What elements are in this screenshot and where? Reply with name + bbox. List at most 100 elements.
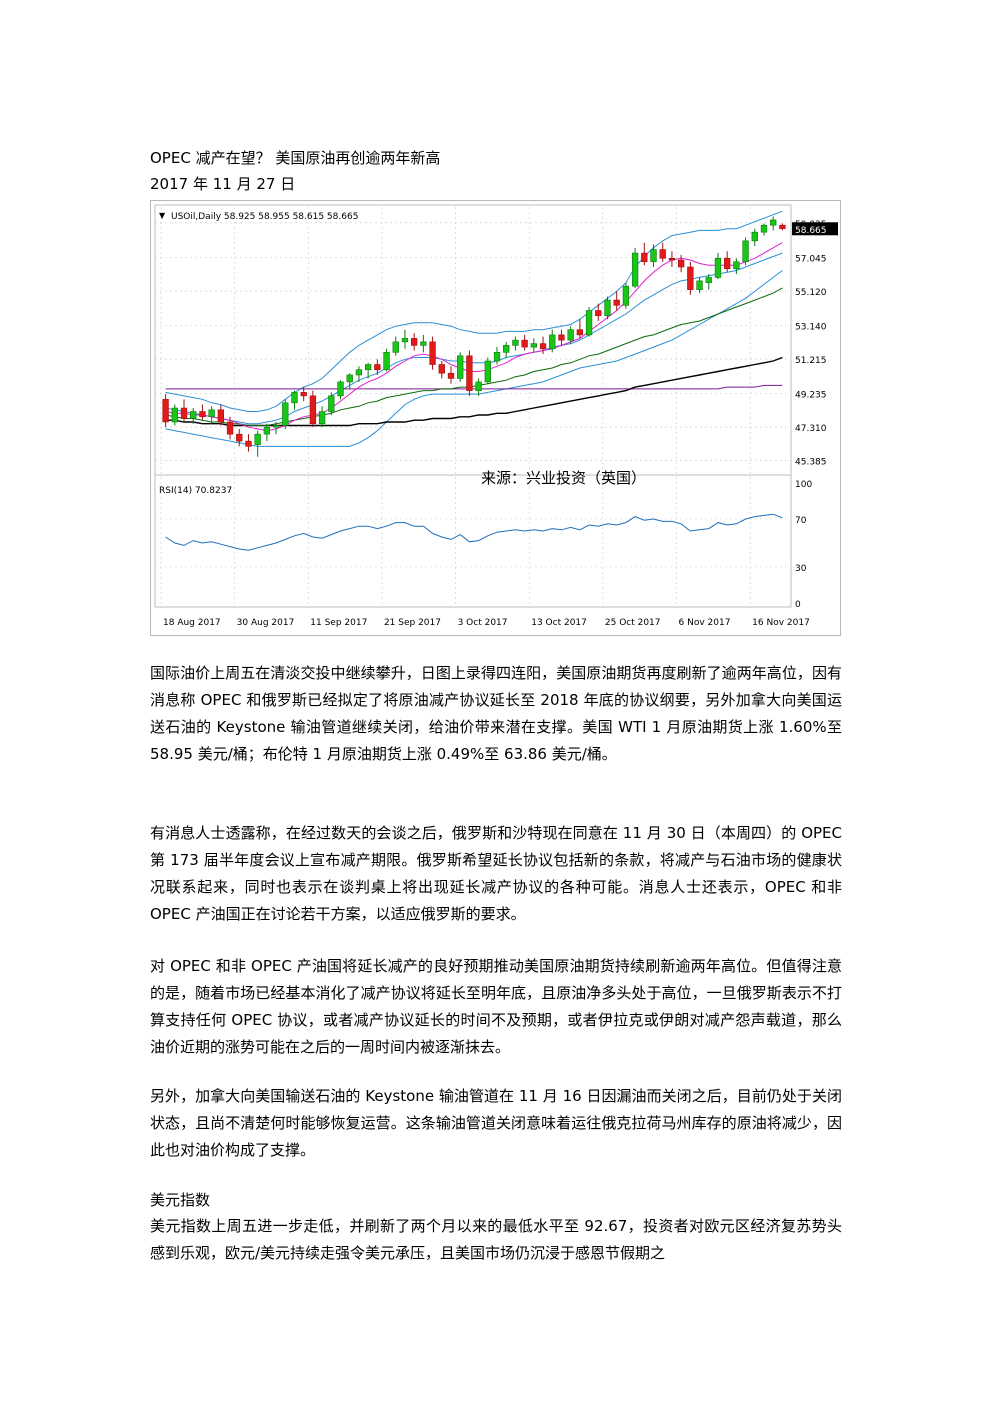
candle-body — [466, 355, 473, 391]
candle-body — [208, 409, 215, 418]
chart-symbol-marker: ▼ — [159, 211, 166, 220]
candle-body — [236, 433, 243, 442]
x-axis-label: 13 Oct 2017 — [531, 618, 587, 628]
x-axis-label: 25 Oct 2017 — [605, 618, 661, 628]
paragraph-usd-index: 美元指数上周五进一步走低，并刷新了两个月以来的最低水平至 92.67，投资者对欧… — [150, 1217, 842, 1262]
x-axis-label: 3 Oct 2017 — [458, 618, 508, 628]
candle-body — [650, 249, 657, 263]
candle-body — [199, 411, 206, 418]
candle-body — [595, 310, 602, 317]
candle-body — [420, 341, 427, 346]
oil-price-chart: 59.03557.04555.12053.14051.21549.23547.3… — [150, 200, 841, 636]
x-axis-label: 16 Nov 2017 — [752, 618, 810, 628]
candle-body — [272, 425, 280, 428]
candle-body — [291, 392, 298, 404]
candle-body — [539, 343, 547, 350]
candle-body — [530, 343, 537, 348]
candle-body — [411, 338, 418, 346]
candle-body — [770, 219, 777, 226]
x-axis-label: 21 Sep 2017 — [384, 618, 441, 628]
candle-body — [457, 355, 464, 379]
candle-body — [687, 266, 694, 290]
page-title: OPEC 减产在望？ 美国原油再创逾两年新高 — [150, 149, 441, 167]
paragraph-2: 有消息人士透露称，在经过数天的会谈之后，俄罗斯和沙特现在同意在 11 月 30 … — [150, 824, 842, 923]
paragraph-1: 国际油价上周五在清淡交投中继续攀升，日图上录得四连阳，美国原油期货再度刷新了逾两… — [150, 664, 842, 763]
paragraph-4: 另外，加拿大向美国输送石油的 Keystone 输油管道在 11 月 16 日因… — [150, 1087, 842, 1159]
rsi-tick-label: 100 — [795, 480, 812, 490]
candle-body — [190, 411, 197, 419]
candle-body — [328, 395, 335, 412]
rsi-label: RSI(14) 70.8237 — [159, 486, 232, 496]
candle-body — [521, 339, 528, 348]
candle-body — [724, 257, 731, 270]
price-tick-label: 49.235 — [795, 391, 827, 401]
candle-body — [245, 440, 252, 447]
current-price-label: 58.665 — [795, 226, 827, 236]
candle-body — [714, 257, 722, 278]
candle-body — [429, 341, 436, 365]
overlay-ma-flat — [165, 384, 783, 390]
candle-body — [503, 345, 510, 353]
page-date: 2017 年 11 月 27 日 — [150, 175, 296, 193]
price-tick-label: 55.120 — [795, 288, 827, 298]
candle-body — [383, 352, 390, 371]
candle-body — [162, 399, 169, 423]
current-price-box — [792, 222, 838, 236]
candle-body — [613, 299, 620, 306]
candle-body — [751, 231, 758, 242]
price-panel-frame — [154, 204, 792, 476]
overlay-bollinger-mid — [165, 252, 783, 425]
overlay-ma-slow — [165, 356, 783, 427]
candle-body — [318, 411, 326, 425]
candle-body — [558, 334, 565, 341]
x-axis-label: 6 Nov 2017 — [679, 618, 731, 628]
candle-body — [447, 372, 455, 379]
overlay-ma-mid — [165, 287, 783, 426]
candle-body — [401, 338, 409, 343]
rsi-tick-label: 30 — [795, 564, 807, 574]
candle-body — [438, 364, 445, 374]
rsi-tick-label: 70 — [795, 516, 807, 526]
candle-body — [226, 421, 234, 435]
candle-body — [549, 334, 556, 350]
overlay-bollinger-lower — [165, 270, 783, 447]
candle-body — [346, 374, 353, 383]
section-title-usd-index: 美元指数 — [150, 1191, 211, 1209]
candle-body — [668, 257, 676, 261]
candle-body — [171, 407, 178, 423]
candle-body — [576, 329, 584, 336]
candle-body — [659, 249, 666, 259]
candle-body — [364, 364, 372, 371]
candle-body — [760, 224, 768, 233]
candle-body — [733, 261, 740, 270]
paragraph-3: 对 OPEC 和非 OPEC 产油国将延长减产的良好预期推动美国原油期货持续刷新… — [150, 957, 842, 1056]
price-tick-label: 53.140 — [795, 323, 827, 333]
chart-canvas: 59.03557.04555.12053.14051.21549.23547.3… — [154, 204, 838, 628]
candle-body — [705, 277, 712, 283]
price-tick-label: 45.385 — [795, 458, 827, 468]
candle-body — [631, 252, 639, 287]
candle-body — [282, 402, 289, 426]
overlay-bollinger-upper — [165, 210, 783, 412]
candle-body — [779, 224, 786, 229]
rsi-panel-frame — [154, 474, 792, 608]
candle-body — [604, 299, 611, 317]
candle-body — [392, 341, 399, 353]
x-axis-label: 18 Aug 2017 — [163, 618, 221, 628]
rsi-tick-label: 0 — [795, 600, 801, 610]
candle-body — [254, 433, 261, 445]
candle-body — [484, 360, 491, 383]
candle-body — [263, 426, 271, 435]
candle-body — [641, 252, 648, 263]
chart-header: USOil,Daily 58.925 58.955 58.615 58.665 — [171, 212, 358, 222]
x-axis-label: 30 Aug 2017 — [237, 618, 295, 628]
candle-body — [585, 310, 593, 336]
candle-body — [622, 285, 630, 306]
rsi-line — [165, 513, 783, 551]
candle-body — [337, 381, 344, 397]
candle-body — [493, 352, 501, 362]
candle-body — [567, 329, 574, 341]
candle-body — [696, 280, 703, 290]
candle-body — [374, 364, 381, 371]
candle-body — [309, 395, 317, 425]
